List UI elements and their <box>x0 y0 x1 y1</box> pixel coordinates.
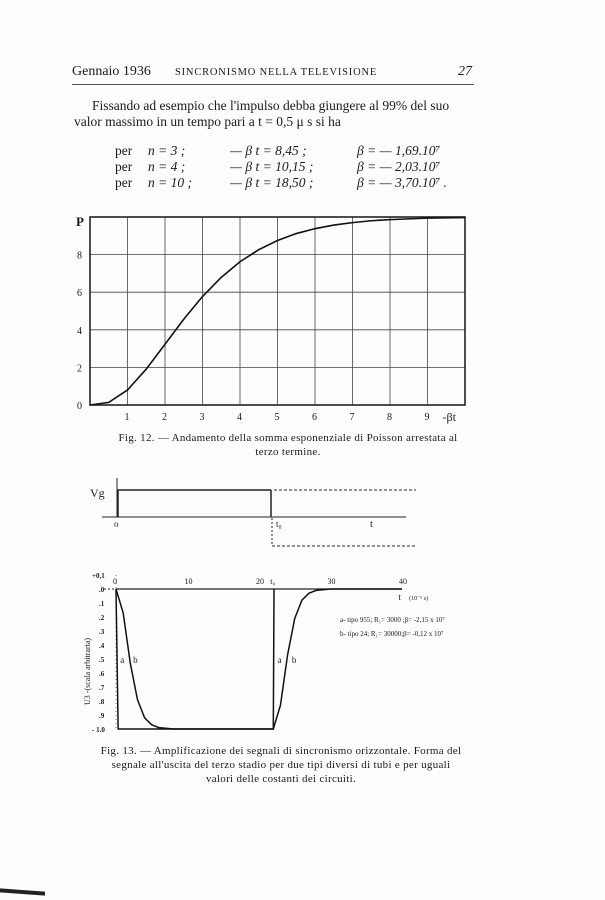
fig12-caption-line-2: terzo termine. <box>255 446 321 458</box>
x-tick-label: 40 <box>399 577 407 586</box>
header-rule <box>72 84 474 85</box>
y-tick-label: .3 <box>99 628 105 636</box>
formula-bt: — β t = 8,45 ; <box>230 143 307 158</box>
series-b-label: b <box>133 655 138 665</box>
fig13-caption-line-1: Fig. 13. — Amplificazione dei segnali di… <box>100 745 462 757</box>
x-axis-unit: (10⁻⁶ s) <box>409 595 428 602</box>
y-tick-label: 6 <box>77 288 82 299</box>
formula-per: per <box>115 143 133 158</box>
x-axis-label: t <box>398 592 401 602</box>
fig13-caption-line-2: segnale all'uscita del terzo stadio per … <box>111 759 451 771</box>
pulse-t0-label: t₀ <box>276 519 282 529</box>
formula-n: n = 4 ; <box>148 159 186 174</box>
pulse-origin-label: o <box>114 519 119 529</box>
formula-bt: — β t = 18,50 ; <box>230 175 314 190</box>
x-tick-label: 9 <box>425 412 430 423</box>
page-number: 27 <box>458 64 472 79</box>
figure-13-chart: 0 10 20 t₀ 30 40 t (10⁻⁶ s) +0,1 .0 .1 .2 .3 .4 .5 .6 .7… <box>83 572 445 734</box>
plot-frame <box>89 216 466 406</box>
series-b-label: b <box>292 655 297 665</box>
y-tick-label: 4 <box>77 326 82 337</box>
fig12-caption-line-1: Fig. 12. — Andamento della somma esponen… <box>118 432 458 444</box>
y-tick-label: .4 <box>99 642 105 650</box>
pulse-t-label: t <box>370 519 373 530</box>
y-tick-label: .8 <box>99 698 105 706</box>
y-tick-label: 2 <box>77 363 82 374</box>
formula-beta: β = — 3,70.10⁷ . <box>357 175 447 190</box>
figure-12-chart: 1 2 3 4 5 6 7 8 9 -βt 0 2 4 6 8 P <box>76 214 466 424</box>
pulse-diagram: Vg o t₀ t <box>90 478 416 547</box>
series-a-label: a <box>278 655 282 665</box>
formula-n: n = 3 ; <box>148 143 186 158</box>
x-tick-label: 5 <box>275 412 280 423</box>
formula-beta: β = — 1,69.10⁷ <box>357 143 441 158</box>
y-tick-label: +0,1 <box>92 572 105 580</box>
formula-bt: — β t = 10,15 ; <box>230 159 314 174</box>
header-title: SINCRONISMO NELLA TELEVISIONE <box>175 67 378 78</box>
legend-entry: b- tipo 24; R₁= 30000;β= -0,12 x 10⁷ <box>340 630 444 638</box>
x-tick-label: 3 <box>200 412 205 423</box>
x-tick-label: 20 <box>256 577 264 586</box>
formula-per: per <box>115 175 133 190</box>
x-axis-label: -βt <box>443 410 457 424</box>
y-tick-label: 8 <box>77 251 82 262</box>
series-a-curve <box>115 588 275 730</box>
y-tick-label: - 1.0 <box>92 726 105 734</box>
y-axis-label: U3 -(scala arbitraria) <box>83 638 92 705</box>
y-tick-label: .0 <box>99 586 105 594</box>
x-tick-label: 4 <box>237 412 242 423</box>
y-axis-label: P <box>76 214 84 229</box>
x-tick-label: 7 <box>350 412 355 423</box>
formula-per: per <box>115 159 133 174</box>
x-tick-label: 10 <box>185 577 193 586</box>
y-tick-label: .5 <box>99 656 105 664</box>
x-tick-label: 6 <box>312 412 317 423</box>
x-tick-label: 2 <box>162 412 167 423</box>
y-tick-label: .7 <box>99 684 105 692</box>
series-a-label: a <box>120 655 124 665</box>
x-tick-label: 30 <box>328 577 336 586</box>
x-tick-label: 0 <box>113 577 117 586</box>
formula-beta: β = — 2,03.10⁷ <box>357 159 441 174</box>
series-b-curve <box>115 588 402 730</box>
y-tick-label: .2 <box>99 614 105 622</box>
header-date: Gennaio 1936 <box>72 64 151 79</box>
paragraph-line-1: Fissando ad esempio che l'impulso debba … <box>92 98 450 113</box>
formula-n: n = 10 ; <box>148 175 192 190</box>
y-tick-label: 0 <box>77 401 82 412</box>
y-tick-label: .9 <box>99 712 105 720</box>
x-tick-label: t₀ <box>270 577 275 586</box>
fig13-caption-line-3: valori delle costanti dei circuiti. <box>205 773 357 785</box>
x-tick-label: 8 <box>387 412 392 423</box>
y-tick-label: .6 <box>99 670 105 678</box>
y-tick-label: .1 <box>99 600 105 608</box>
pulse-vg-label: Vg <box>90 486 105 500</box>
poisson-curve <box>89 216 466 406</box>
paragraph-line-2: valor massimo in un tempo pari a t = 0,5… <box>74 114 341 129</box>
legend-entry: a- tipo 955; R₁= 3000 ;β= -2,15 x 10⁷ <box>340 616 445 624</box>
x-tick-label: 1 <box>125 412 130 423</box>
